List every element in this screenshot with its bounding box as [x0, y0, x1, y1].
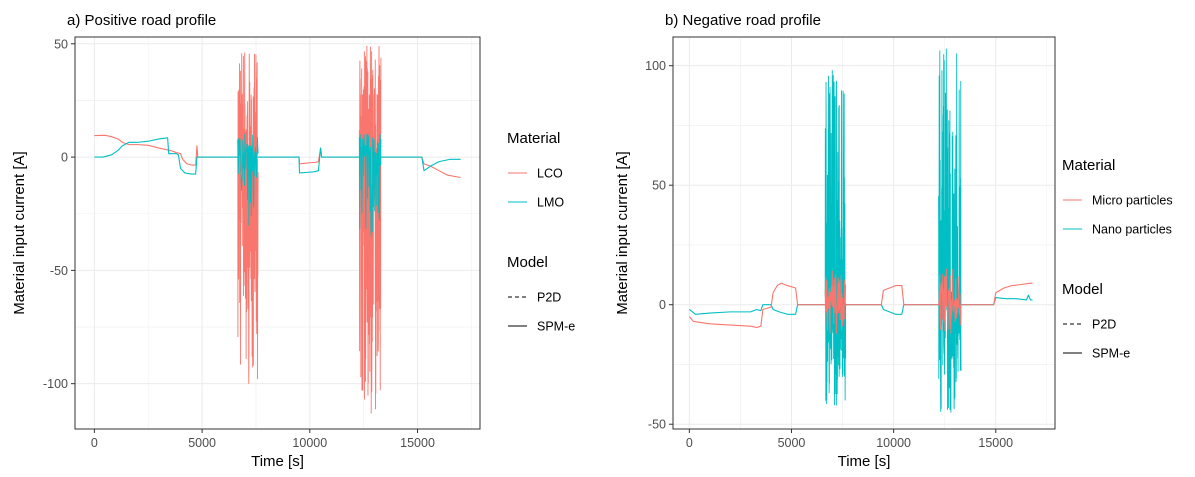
x-tick-label: 15000 — [400, 436, 435, 450]
legend: Material Micro particles Nano particles Mod… — [1062, 157, 1173, 361]
series-line — [237, 52, 259, 385]
gridlines — [75, 37, 480, 429]
data-area — [94, 45, 461, 414]
legend: Material LCO LMO Model P2D SPM-e — [507, 130, 575, 334]
x-tick-label: 0 — [91, 436, 98, 450]
y-tick-label: 50 — [652, 179, 666, 193]
legend-label: SPM-e — [537, 320, 575, 334]
series-line — [689, 304, 827, 315]
series-line — [938, 48, 962, 413]
legend-label: Micro particles — [1092, 194, 1173, 208]
series-line — [845, 285, 939, 306]
gridlines — [673, 37, 1055, 429]
series-line — [961, 282, 1033, 306]
series-nano-particles — [689, 48, 1033, 413]
series-lmo — [94, 133, 461, 237]
panel-border — [672, 36, 1056, 430]
y-axis-label: Material input current [A] — [614, 151, 631, 314]
legend-label: SPM-e — [1092, 347, 1130, 361]
y-axis-label: Material input current [A] — [11, 151, 28, 314]
legend-title-material: Material — [507, 130, 560, 147]
x-tick-label: 10000 — [292, 436, 327, 450]
data-area — [688, 48, 1033, 413]
legend-label: P2D — [1092, 318, 1116, 332]
series-line — [380, 156, 461, 172]
series-line — [237, 133, 259, 226]
x-tick-label: 5000 — [778, 436, 806, 450]
chart-panel-b: b) Negative road profile 0 5000 10000 15000 1… — [614, 12, 1173, 470]
series-line — [845, 304, 939, 315]
series-line — [358, 45, 382, 414]
panel-border — [74, 36, 481, 430]
y-tick-label: 0 — [659, 298, 666, 312]
chart-title: b) Negative road profile — [665, 12, 821, 29]
legend-title-material: Material — [1062, 157, 1115, 174]
y-tick-label: 100 — [645, 59, 666, 73]
x-tick-label: 10000 — [876, 436, 911, 450]
x-tick-label: 0 — [686, 436, 693, 450]
series-micro-particles — [688, 268, 1033, 334]
series-line — [94, 137, 239, 175]
series-line — [824, 270, 847, 334]
y-tick-label: 50 — [54, 37, 68, 51]
legend-label: P2D — [537, 291, 561, 305]
y-tick-label: -50 — [50, 264, 68, 278]
series-lco — [94, 45, 461, 414]
series-line — [938, 268, 962, 334]
series-line — [94, 134, 239, 166]
chart-panel-a: a) Positive road profile 0 5000 10000 15000 5… — [11, 12, 575, 470]
series-line — [961, 294, 1033, 306]
x-axis-label: Time [s] — [251, 453, 304, 470]
x-tick-label: 5000 — [188, 436, 216, 450]
chart-title: a) Positive road profile — [67, 12, 216, 29]
series-line — [688, 282, 827, 328]
legend-label: Nano particles — [1092, 223, 1172, 237]
y-tick-label: 0 — [61, 151, 68, 165]
x-tick-label: 15000 — [978, 436, 1013, 450]
legend-title-model: Model — [507, 254, 548, 271]
legend-label: LMO — [537, 196, 564, 210]
x-axis-label: Time [s] — [838, 453, 891, 470]
series-line — [258, 147, 360, 165]
y-tick-label: -50 — [648, 418, 666, 432]
legend-label: LCO — [537, 167, 563, 181]
y-tick-label: -100 — [43, 377, 68, 391]
legend-title-model: Model — [1062, 281, 1103, 298]
series-line — [258, 147, 360, 174]
series-line — [358, 133, 382, 237]
